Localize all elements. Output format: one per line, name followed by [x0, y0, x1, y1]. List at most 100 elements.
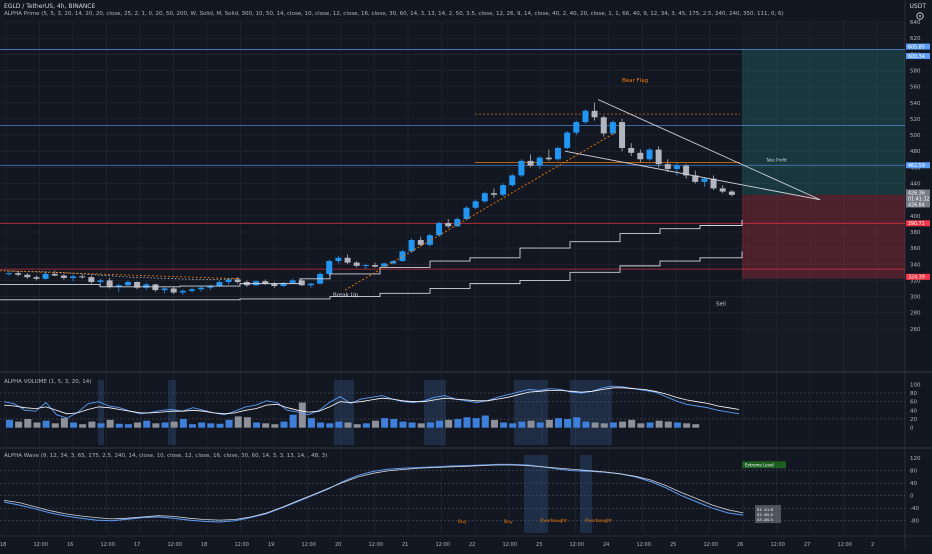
candle-body [307, 283, 314, 286]
volume-axis-tick: 40 [910, 408, 917, 414]
time-axis-tick: 12:00 [302, 542, 316, 548]
candle-body [701, 178, 708, 182]
candle-body [198, 287, 205, 290]
price-badge [906, 220, 930, 227]
volume-bar [664, 421, 672, 428]
candle-body [124, 282, 131, 286]
volume-signal-line [3, 387, 740, 415]
time-axis-tick: 21 [402, 542, 408, 548]
candle-body [481, 193, 488, 202]
candle-body [445, 223, 452, 227]
symbol-title[interactable]: EGLD / TetherUS, 4h, BINANCE [4, 3, 96, 10]
candle-body [637, 152, 644, 160]
volume-bar [372, 420, 379, 428]
volume-bar [536, 422, 544, 428]
volume-bar [362, 423, 370, 428]
volume-bar [344, 422, 352, 428]
volume-bar [6, 419, 13, 428]
indicator-legend[interactable]: ALPHA Prime (5, 5, 3, 20, 14, 20, 20, cl… [4, 11, 784, 17]
volume-bar [198, 422, 206, 428]
volume-oscillator-line [3, 385, 740, 419]
price-badge [906, 189, 930, 196]
candle-body [564, 132, 571, 148]
price-axis-tick: 360 [910, 246, 921, 252]
volume-bar [353, 424, 361, 428]
price-badge-text: 390.71 [908, 221, 925, 227]
candle-body [628, 147, 635, 153]
volume-bar [518, 421, 526, 428]
wave-axis-tick: 0 [910, 494, 914, 500]
price-badge [906, 201, 930, 208]
volume-bar [500, 422, 508, 428]
sell-label: Sell [716, 301, 726, 307]
candle-body [143, 284, 150, 288]
volume-bar [24, 419, 32, 428]
wave-highlight-band [524, 455, 548, 533]
volume-bar [454, 419, 462, 428]
price-axis-tick: 520 [910, 117, 921, 123]
volume-bar [152, 423, 160, 428]
time-axis-tick: 22 [469, 542, 475, 548]
candle-body [426, 235, 433, 245]
volume-bar [42, 420, 50, 428]
volume-bar [134, 422, 142, 428]
extreme-badge [742, 461, 786, 469]
price-badge-text: 426.36 [908, 190, 925, 196]
volume-bar [436, 420, 444, 428]
volume-bar [216, 423, 224, 428]
time-axis-tick: 12:00 [637, 542, 651, 548]
time-axis-tick: 12:00 [168, 542, 182, 548]
candle-body [454, 219, 461, 227]
price-axis-tick: 320 [910, 278, 921, 284]
volume-bar [335, 421, 343, 428]
future-area [745, 22, 905, 372]
candle-body [289, 280, 296, 283]
volume-bar [106, 419, 114, 428]
volume-pane-label[interactable]: ALPHA VOLUME (1, 5, 3, 20, 14) [4, 379, 92, 385]
volume-bar [417, 423, 425, 428]
volume-bar [234, 416, 242, 428]
volume-bar [399, 421, 407, 428]
price-axis-tick: 460 [910, 165, 921, 171]
settings-icon[interactable] [914, 10, 926, 22]
candle-body [179, 290, 186, 293]
candle-body [509, 175, 516, 186]
candle-body [234, 279, 241, 283]
candle-body [51, 273, 58, 276]
wave-pane-label[interactable]: ALPHA Wave (9, 12, 34, 3, 65, 175, 2.5, … [4, 453, 328, 459]
volume-bar [472, 418, 480, 428]
volume-bar [243, 417, 251, 428]
wave-highlight-band [580, 455, 592, 533]
candle-body [161, 288, 168, 291]
volume-bar [79, 424, 87, 428]
volume-bar [262, 423, 270, 428]
candle-body [33, 277, 40, 279]
volume-bar [463, 417, 471, 428]
candle-body [609, 122, 616, 134]
level-info-box [755, 505, 781, 524]
volume-bar [490, 419, 498, 428]
price-axis-tick: 480 [910, 149, 921, 155]
volume-bar [179, 419, 187, 428]
price-badge-text: 324.39 [908, 275, 925, 281]
wave-axis-tick: 40 [910, 481, 917, 487]
overbought-label: Overbought [540, 518, 567, 524]
candle-body [527, 160, 534, 166]
time-axis-tick: 12:00 [570, 542, 584, 548]
candle-body [573, 122, 580, 133]
candle-body [115, 285, 122, 287]
volume-bar [60, 418, 68, 428]
volume-bar [161, 422, 169, 428]
wave-axis-tick: 80 [910, 469, 917, 475]
time-axis-tick: 25 [670, 542, 676, 548]
time-axis-tick: 17 [134, 542, 140, 548]
orange-uptrend [344, 130, 619, 291]
volume-bar [564, 419, 572, 428]
candle-body [88, 277, 95, 283]
time-axis-tick: 12:00 [503, 542, 517, 548]
volume-bar [628, 419, 636, 428]
volume-bar [527, 420, 535, 428]
price-axis-tick: 540 [910, 101, 921, 107]
candle-body [436, 223, 443, 236]
